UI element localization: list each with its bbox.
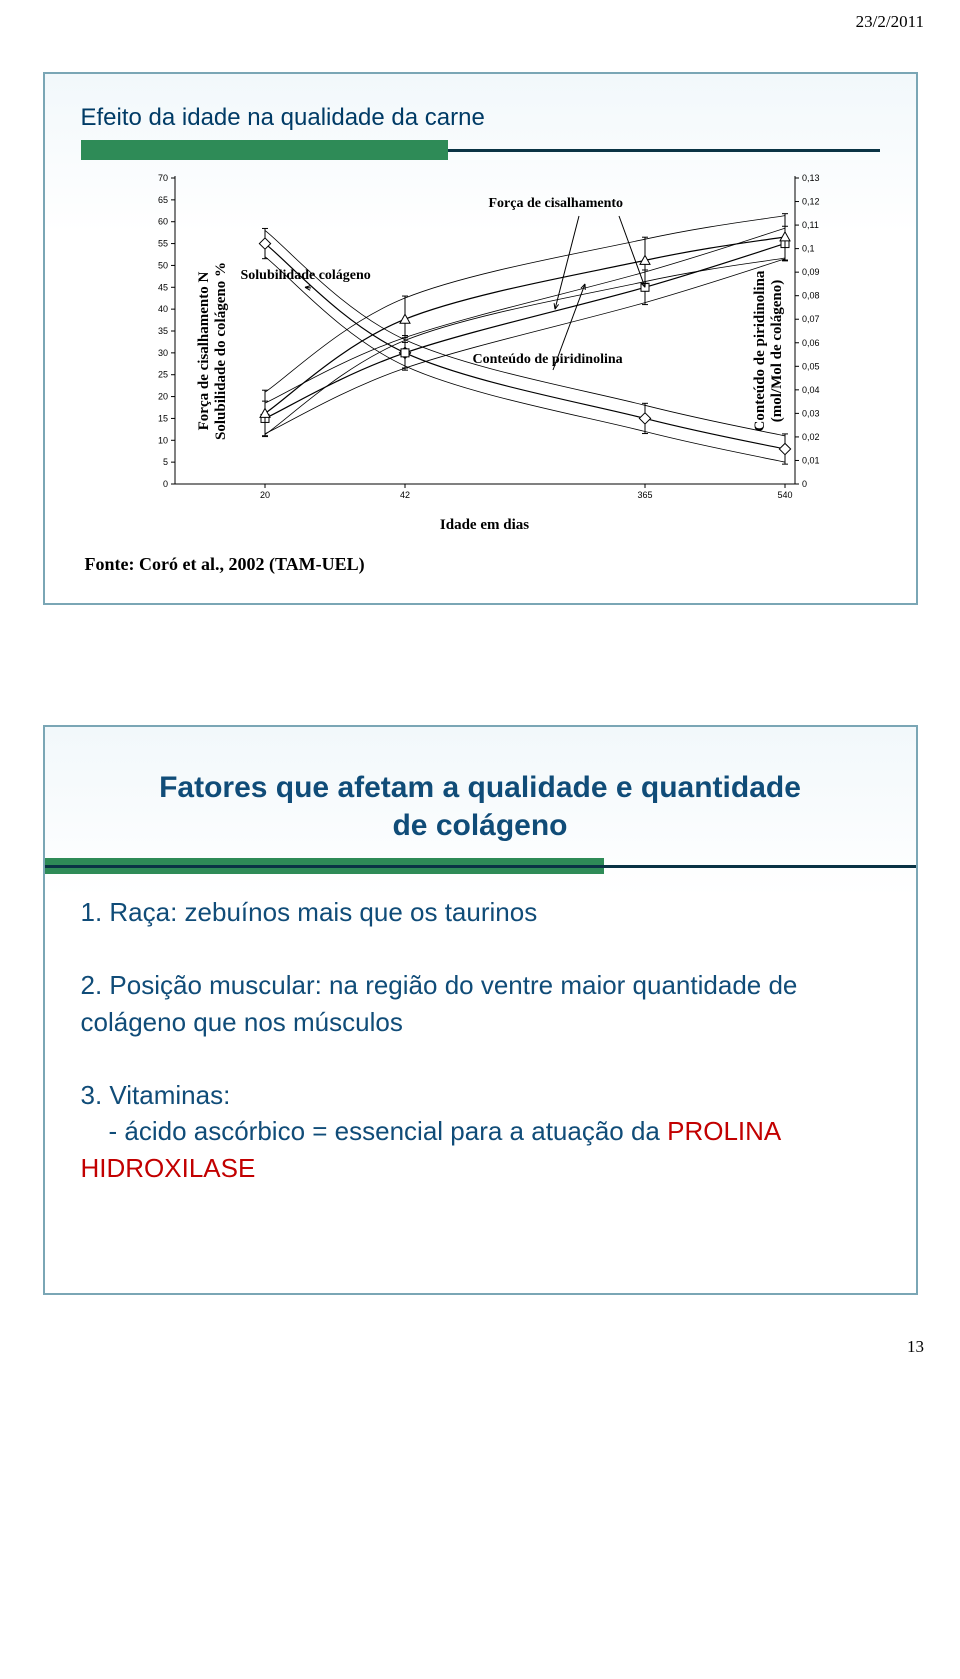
svg-text:30: 30 bbox=[157, 348, 167, 358]
slide2-body: 1. Raça: zebuínos mais que os taurinos 2… bbox=[81, 894, 880, 1187]
x-axis-label: Idade em dias bbox=[85, 517, 885, 534]
page-date: 23/2/2011 bbox=[0, 0, 960, 32]
svg-text:0,03: 0,03 bbox=[802, 408, 820, 418]
svg-text:20: 20 bbox=[157, 392, 167, 402]
svg-text:0,1: 0,1 bbox=[802, 244, 815, 254]
svg-text:0,04: 0,04 bbox=[802, 385, 820, 395]
svg-text:65: 65 bbox=[157, 195, 167, 205]
svg-text:50: 50 bbox=[157, 260, 167, 270]
svg-text:0,01: 0,01 bbox=[802, 455, 820, 465]
svg-text:15: 15 bbox=[157, 413, 167, 423]
svg-text:45: 45 bbox=[157, 282, 167, 292]
slide2-item3-sub-pre: - ácido ascórbico = essencial para a atu… bbox=[109, 1116, 668, 1146]
chart-canvas: 0 5 10 15 20 25 30 35 40 45 50 55 60 65 70 0 0,01 0,02 0,0… bbox=[85, 166, 885, 536]
svg-text:70: 70 bbox=[157, 173, 167, 183]
slide1-accent-bar bbox=[81, 140, 449, 160]
svg-text:0,13: 0,13 bbox=[802, 173, 820, 183]
slide2-item3-text: 3. Vitaminas: bbox=[81, 1080, 231, 1110]
svg-text:0,05: 0,05 bbox=[802, 361, 820, 371]
svg-text:0: 0 bbox=[162, 479, 167, 489]
svg-text:60: 60 bbox=[157, 217, 167, 227]
slide1-title: Efeito da idade na qualidade da carne bbox=[81, 104, 880, 132]
svg-text:540: 540 bbox=[777, 490, 792, 500]
svg-text:0: 0 bbox=[802, 479, 807, 489]
svg-text:40: 40 bbox=[157, 304, 167, 314]
slide-1: Efeito da idade na qualidade da carne Fo… bbox=[43, 72, 918, 605]
svg-text:0,09: 0,09 bbox=[802, 267, 820, 277]
svg-text:55: 55 bbox=[157, 239, 167, 249]
slide2-heading: Fatores que afetam a qualidade e quantid… bbox=[121, 769, 840, 846]
slide2-item3: 3. Vitaminas: - ácido ascórbico = essenc… bbox=[81, 1077, 880, 1188]
slide2-item3-sub: - ácido ascórbico = essencial para a atu… bbox=[81, 1116, 780, 1183]
svg-text:5: 5 bbox=[162, 457, 167, 467]
svg-text:35: 35 bbox=[157, 326, 167, 336]
svg-text:25: 25 bbox=[157, 370, 167, 380]
callout-shear: Força de cisalhamento bbox=[489, 196, 624, 212]
callout-solubility: Solubilidade colágeno bbox=[241, 268, 371, 284]
age-quality-chart: Força de cisalhamento N Solubilidade do … bbox=[85, 166, 885, 536]
svg-text:0,11: 0,11 bbox=[802, 220, 819, 230]
callout-pyridinoline: Conteúdo de piridinolina bbox=[473, 352, 623, 368]
slide2-item2: 2. Posição muscular: na região do ventre… bbox=[81, 967, 880, 1041]
slide2-heading-l2: de colágeno bbox=[392, 809, 567, 842]
svg-text:0,06: 0,06 bbox=[802, 338, 820, 348]
svg-text:0,07: 0,07 bbox=[802, 314, 820, 324]
slide1-source: Fonte: Coró et al., 2002 (TAM-UEL) bbox=[85, 554, 880, 575]
svg-text:365: 365 bbox=[637, 490, 652, 500]
svg-text:0,08: 0,08 bbox=[802, 291, 820, 301]
slide2-item1: 1. Raça: zebuínos mais que os taurinos bbox=[81, 894, 880, 931]
slide-2: Fatores que afetam a qualidade e quantid… bbox=[43, 725, 918, 1295]
svg-text:42: 42 bbox=[399, 490, 409, 500]
svg-text:10: 10 bbox=[157, 435, 167, 445]
svg-text:20: 20 bbox=[259, 490, 269, 500]
slide2-divider bbox=[45, 865, 916, 868]
slide2-heading-l1: Fatores que afetam a qualidade e quantid… bbox=[159, 771, 801, 804]
svg-text:0,02: 0,02 bbox=[802, 432, 820, 442]
page-number: 13 bbox=[0, 1315, 960, 1367]
svg-text:0,12: 0,12 bbox=[802, 197, 820, 207]
